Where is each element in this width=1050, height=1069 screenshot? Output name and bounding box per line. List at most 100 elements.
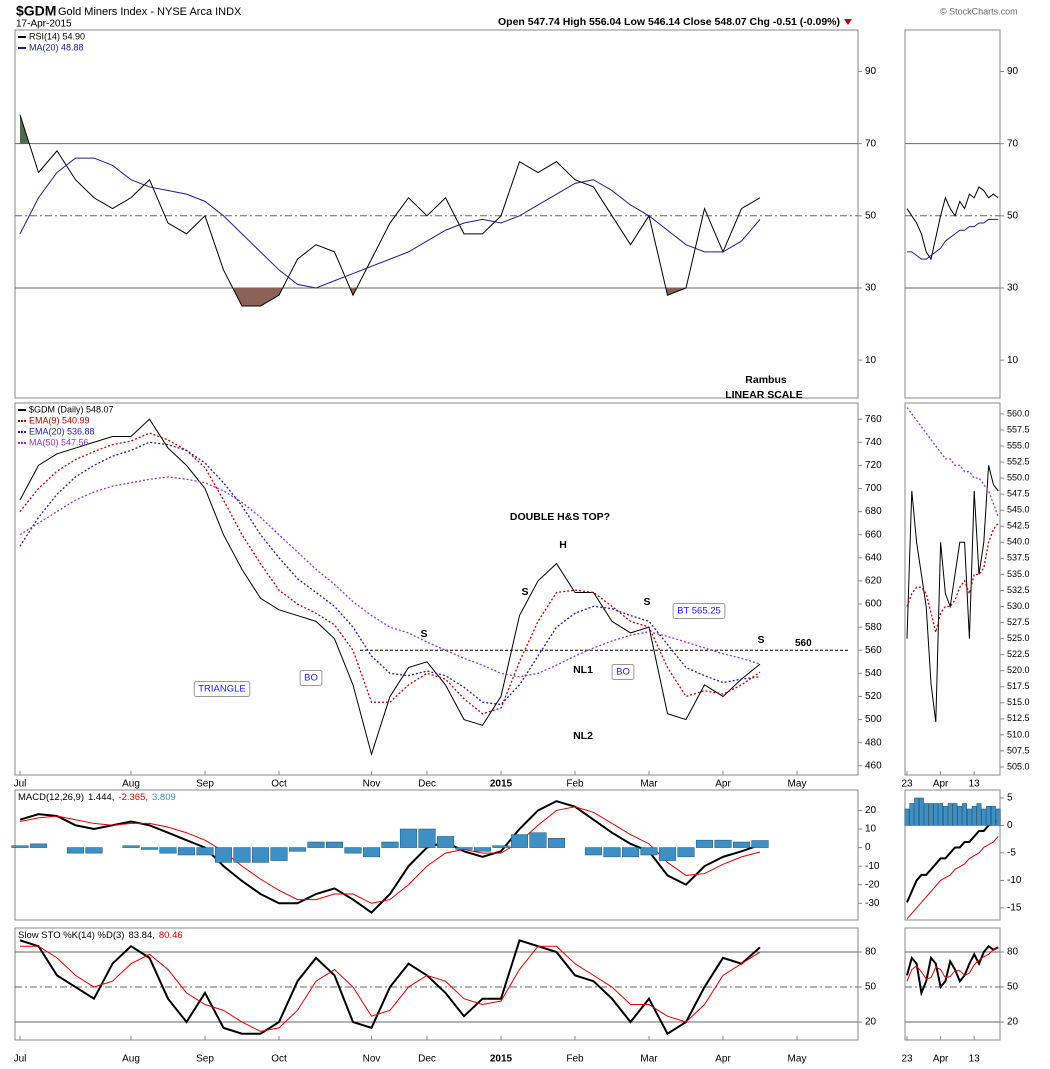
legend: MACD(12,26,9) 1.444, -2.365, 3.809 [18,792,176,803]
panel-frame [14,789,859,921]
series-line [906,407,999,517]
histogram-bar [952,803,958,826]
annotation-box [193,681,251,698]
histogram-bar [159,847,177,854]
y-tick-label: 70 [1007,138,1019,149]
y-tick-label: -10 [865,861,880,872]
y-tick-label: 480 [865,737,882,748]
legend-title: MACD(12,26,9) [18,792,84,803]
series-line [19,441,761,706]
series-line [19,114,761,307]
histogram-bar [933,803,939,826]
histogram-bar [85,847,103,854]
y-tick-label: 10 [1007,355,1019,366]
x-tick-label: May [788,1054,807,1065]
y-tick-label: 515.0 [1007,697,1030,707]
y-tick-label: 640 [865,552,882,563]
annotation: S [643,596,650,608]
histogram-bar [584,847,603,856]
histogram-bar [307,841,325,848]
y-tick-label: 620 [865,576,882,587]
histogram-bar [928,803,934,826]
index-name: Gold Miners Index - NYSE Arca INDX [58,6,242,18]
y-tick-label: 20 [1007,1017,1019,1028]
x-tick-label: 13 [969,1054,981,1065]
series-line [19,418,761,756]
legend-entry: -2.365, [118,792,148,803]
x-tick-label: Jul [14,779,27,790]
y-tick-label: 50 [1007,982,1019,993]
annotation: DOUBLE H&S TOP? [510,511,610,523]
y-tick-label: 510.0 [1007,729,1030,739]
y-tick-label: 512.5 [1007,713,1030,723]
x-tick-label: Dec [418,1054,436,1065]
histogram-bar [122,845,140,848]
series-line [19,432,761,715]
annotation-box [611,664,635,681]
annotation: TRIANGLE [198,684,246,695]
annotation: S [420,628,427,640]
histogram-bar [981,808,987,826]
histogram-bar [66,847,85,854]
y-tick-label: 547.5 [1007,489,1030,499]
y-tick-label: 600 [865,599,882,610]
histogram-bar [325,841,344,848]
histogram-bar [640,847,658,856]
y-tick-label: 50 [865,982,877,993]
y-tick-label: 560 [865,645,882,656]
quote: Open 547.74 High 556.04 Low 546.14 Close… [498,16,840,28]
series-line [19,157,761,289]
annotation: NL2 [573,730,593,742]
y-tick-label: 525.0 [1007,633,1030,643]
annotation: BO [304,673,318,684]
histogram-bar [942,805,948,826]
y-tick-label: 20 [865,805,877,816]
series-line [906,836,999,920]
x-tick-label: Dec [418,779,436,790]
histogram-bar [29,843,48,848]
histogram-bar [938,803,944,826]
annotation: NL1 [573,664,593,676]
x-tick-label: Sep [196,779,214,790]
histogram-bar [529,832,547,848]
histogram-bar [196,847,214,856]
x-tick-label: Nov [363,1054,381,1065]
histogram-bar [962,803,968,826]
histogram-bar [270,847,288,861]
histogram-bar [603,847,621,858]
y-tick-label: 527.5 [1007,617,1030,627]
histogram-bar [971,805,977,826]
annotation: BO [616,667,630,678]
y-tick-label: 70 [865,138,877,149]
y-tick-label: 535.0 [1007,569,1030,579]
histogram-bar [11,845,29,848]
annotation: Rambus [745,374,787,386]
series-line [907,218,999,260]
y-tick-label: 505.0 [1007,761,1030,771]
annotation: H [559,539,567,551]
x-tick-label: Apr [933,779,949,790]
histogram-bar [909,803,915,826]
y-tick-label: 557.5 [1007,424,1030,434]
histogram-bar [751,840,769,848]
y-tick-label: 660 [865,529,882,540]
x-tick-label: 2015 [490,779,513,790]
x-tick-label: Nov [363,779,381,790]
y-tick-label: 90 [1007,66,1019,77]
series-line [906,946,999,982]
histogram-bar [677,847,695,858]
x-tick-label: 13 [969,779,981,790]
y-tick-label: 520.0 [1007,665,1030,675]
y-tick-label: 550.0 [1007,472,1030,482]
histogram-bar [214,847,233,863]
y-tick-label: 90 [865,66,877,77]
down-arrow [844,19,852,25]
y-tick-label: -30 [865,898,880,909]
level-label: 560 [795,638,812,649]
panel-frame [14,29,859,399]
legend-entry: 3.809 [152,792,176,803]
histogram-bar [957,805,963,826]
x-tick-label: Aug [122,1054,140,1065]
